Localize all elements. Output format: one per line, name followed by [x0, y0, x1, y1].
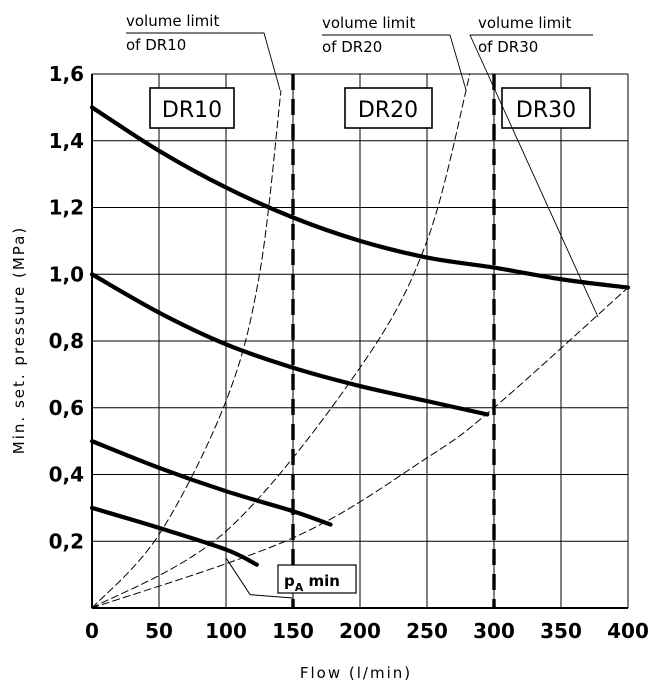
y-tick-labels: 0,2 0,4 0,6 0,8 1,0 1,2 1,4 1,6: [49, 62, 84, 553]
y-tick-label: 0,2: [49, 529, 84, 553]
region-label-dr20: DR20: [344, 87, 433, 129]
series-line-4: [91, 90, 282, 609]
pa-min-label-rest: min: [303, 572, 340, 590]
x-tick-label: 400: [607, 619, 649, 643]
series-line-5: [91, 73, 471, 609]
series-line-1: [89, 272, 490, 417]
x-tick-label: 50: [145, 619, 173, 643]
y-tick-label: 1,2: [49, 196, 84, 220]
region-label-dr20-text: DR20: [358, 98, 418, 123]
x-tick-labels: 0 50 100 150 200 250 300 350 400: [85, 619, 649, 643]
volume-limit-label-dr30: volume limit of DR30: [469, 14, 599, 318]
x-tick-label: 350: [540, 619, 582, 643]
x-axis-title: Flow (l/min): [300, 664, 412, 682]
volume-limit-dr20-line2: of DR20: [322, 38, 382, 56]
series-lines: [89, 73, 631, 609]
pa-min-label: pA min: [277, 564, 357, 594]
x-tick-label: 150: [272, 619, 314, 643]
x-tick-label: 300: [473, 619, 515, 643]
y-tick-label: 0,4: [49, 463, 84, 487]
x-tick-label: 0: [85, 619, 99, 643]
region-label-dr30: DR30: [501, 87, 591, 129]
x-tick-label: 200: [339, 619, 381, 643]
pa-min-label-sub: A: [295, 581, 304, 594]
volume-limit-dr30-line2: of DR30: [478, 38, 538, 56]
region-label-dr10-text: DR10: [162, 98, 222, 123]
volume-limit-label-dr20: volume limit of DR20: [322, 14, 467, 91]
y-tick-label: 0,8: [49, 329, 84, 353]
grid: [91, 73, 629, 609]
volume-limit-label-dr10: volume limit of DR10: [126, 12, 281, 91]
y-axis-title: Min. set. pressure (MPa): [10, 226, 28, 454]
region-lines: [291, 74, 496, 608]
region-label-dr30-text: DR30: [516, 98, 576, 123]
series-line-6: [91, 287, 629, 609]
y-tick-label: 0,6: [49, 396, 84, 420]
region-label-dr10: DR10: [149, 87, 235, 129]
series-line-2: [89, 439, 333, 527]
x-tick-label: 100: [205, 619, 247, 643]
volume-limit-dr30-line1: volume limit: [478, 14, 571, 32]
series-line-3: [89, 505, 259, 567]
x-tick-label: 250: [406, 619, 448, 643]
volume-limit-dr10-line1: volume limit: [126, 12, 219, 30]
series-line-0: [89, 105, 631, 290]
series-line-7: [225, 557, 294, 599]
volume-limit-dr10-line2: of DR10: [126, 36, 186, 54]
pa-min-label-p: p: [284, 572, 295, 590]
y-tick-label: 1,6: [49, 62, 84, 86]
volume-limit-dr20-line1: volume limit: [322, 14, 415, 32]
svg-text:pA min: pA min: [284, 572, 340, 594]
y-tick-label: 1,4: [49, 129, 84, 153]
y-tick-label: 1,0: [49, 262, 84, 286]
